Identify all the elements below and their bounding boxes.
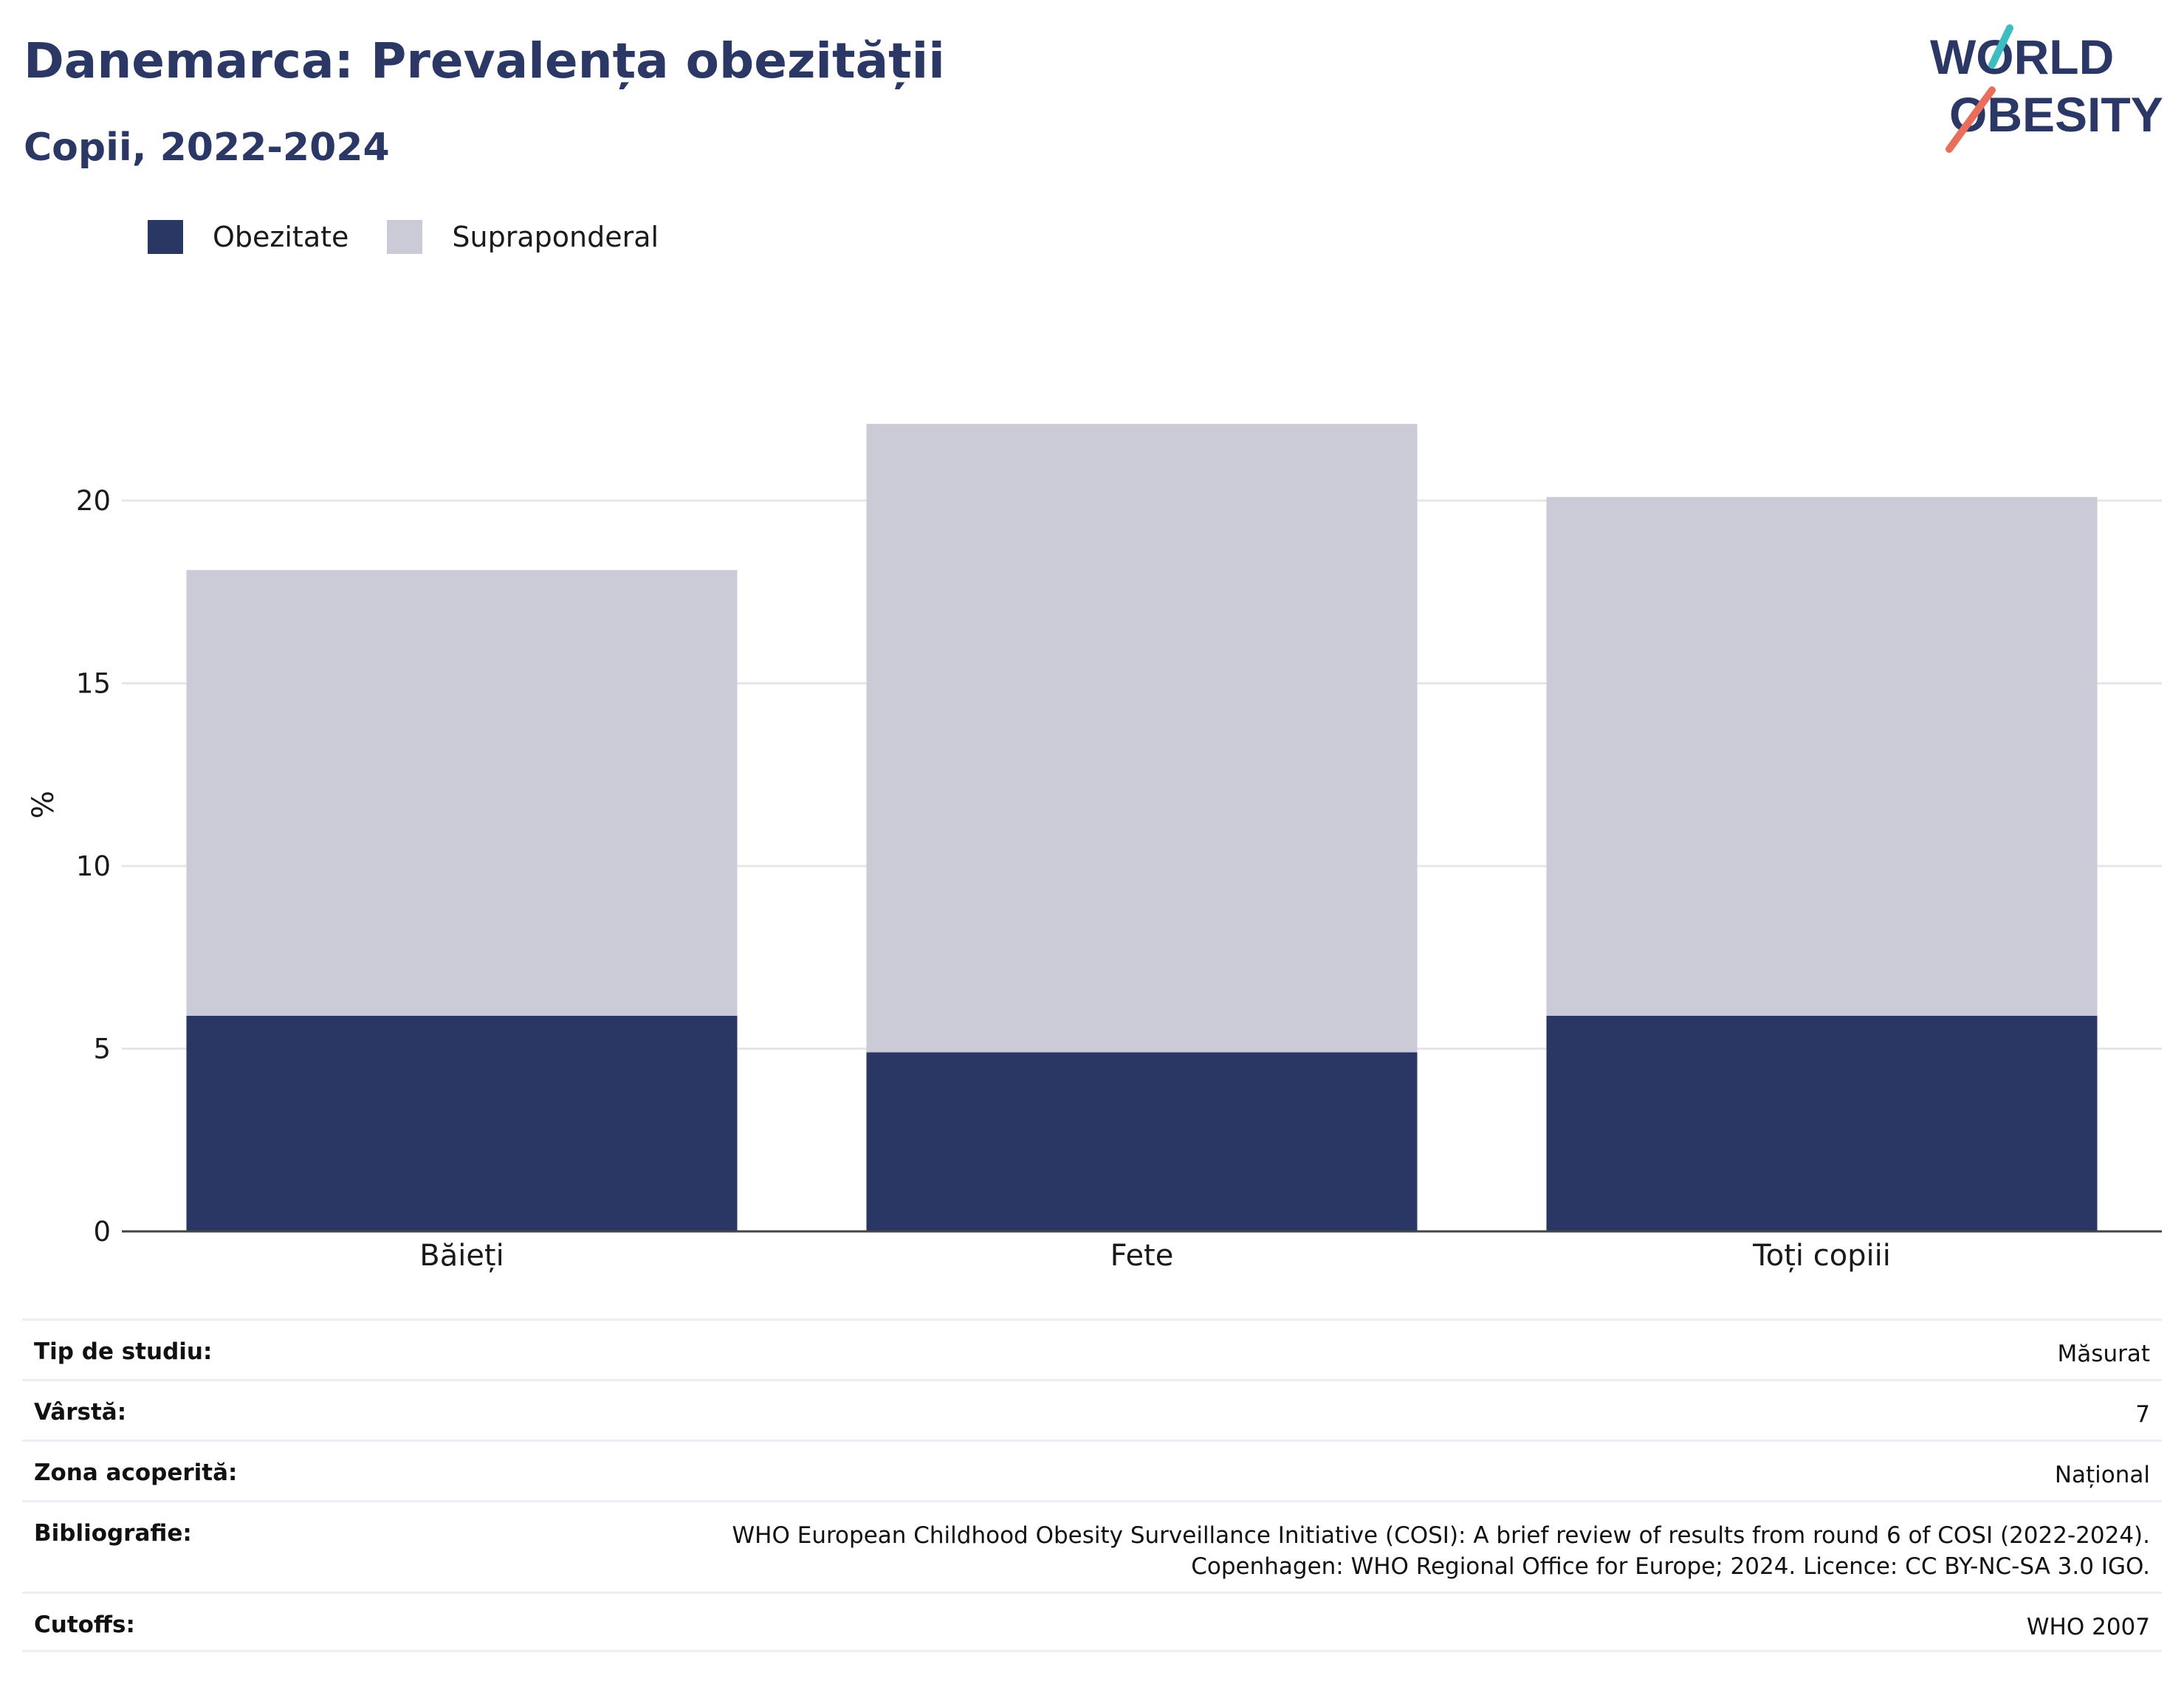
info-row-cutoffs: Cutoffs: WHO 2007 — [22, 1592, 2162, 1652]
bar-obezitate — [866, 1052, 1418, 1231]
info-key: Tip de studiu: — [34, 1338, 213, 1365]
y-tick-label: 15 — [76, 668, 111, 700]
info-value: WHO 2007 — [2026, 1614, 2150, 1640]
bar-supraponderal — [186, 570, 738, 1016]
bar-supraponderal — [866, 424, 1418, 1053]
info-row-study-type: Tip de studiu: Măsurat — [22, 1318, 2162, 1379]
info-table: Tip de studiu: Măsurat Vârstă: 7 Zona ac… — [22, 1318, 2162, 1652]
x-tick-label: Fete — [1110, 1239, 1174, 1273]
x-tick-label: Băieți — [419, 1239, 504, 1273]
info-row-coverage: Zona acoperită: Național — [22, 1440, 2162, 1500]
legend-item-obezitate[interactable]: Obezitate — [148, 220, 348, 254]
info-value: 7 — [2135, 1401, 2150, 1428]
info-row-bibliography: Bibliografie: WHO European Childhood Obe… — [22, 1500, 2162, 1592]
chart-title: Danemarca: Prevalența obezității — [24, 32, 945, 89]
world-obesity-logo: WORLD OBESITY — [1930, 24, 2163, 153]
info-key: Cutoffs: — [34, 1612, 135, 1638]
legend-label-supraponderal: Supraponderal — [452, 221, 659, 253]
legend-swatch-supraponderal — [387, 220, 423, 254]
logo-text-world: WORLD — [1930, 30, 2114, 84]
info-key: Vârstă: — [34, 1399, 127, 1426]
bibliography-line: WHO European Childhood Obesity Surveilla… — [732, 1522, 2150, 1549]
info-value: Măsurat — [2057, 1341, 2150, 1367]
bar-obezitate — [1546, 1016, 2098, 1231]
y-tick-label: 0 — [93, 1216, 111, 1248]
chart-subtitle: Copii, 2022-2024 — [24, 126, 390, 170]
info-value: Național — [2054, 1462, 2150, 1488]
chart-legend: Obezitate Supraponderal — [148, 220, 697, 254]
info-key: Bibliografie: — [34, 1520, 192, 1547]
info-key: Zona acoperită: — [34, 1460, 238, 1486]
bar-chart: 0 5 10 15 20% Băieți Fete Toți copiii — [27, 424, 2162, 1273]
y-axis-title: % — [27, 791, 61, 819]
y-tick-label: 10 — [76, 850, 111, 882]
bar-obezitate — [186, 1016, 738, 1231]
legend-swatch-obezitate — [148, 220, 183, 254]
x-tick-label: Toți copiii — [1752, 1239, 1891, 1273]
logo-coral-slash — [1946, 86, 1996, 153]
legend-item-supraponderal[interactable]: Supraponderal — [387, 220, 659, 254]
info-value: WHO European Childhood Obesity Surveilla… — [732, 1520, 2150, 1582]
y-tick-label: 20 — [76, 485, 111, 517]
legend-label-obezitate: Obezitate — [213, 221, 349, 253]
y-tick-label: 5 — [93, 1034, 111, 1065]
logo-teal-slash — [1988, 24, 2013, 69]
info-row-age: Vârstă: 7 — [22, 1379, 2162, 1440]
bar-supraponderal — [1546, 497, 2098, 1016]
bibliography-line: Copenhagen: WHO Regional Office for Euro… — [1191, 1553, 2150, 1580]
